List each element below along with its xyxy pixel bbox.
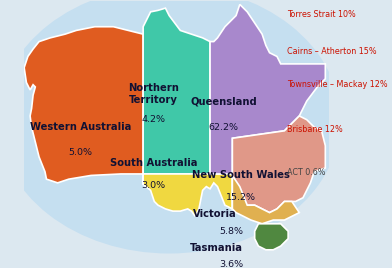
Text: 5.0%: 5.0% (69, 148, 93, 157)
Polygon shape (143, 8, 210, 174)
Text: South Australia: South Australia (110, 158, 198, 168)
Text: New South Wales: New South Wales (192, 170, 290, 180)
Text: Cairns – Atherton 15%: Cairns – Atherton 15% (287, 47, 377, 56)
Ellipse shape (0, 0, 340, 254)
Text: Western Australia: Western Australia (30, 122, 131, 132)
Text: 62.2%: 62.2% (209, 122, 239, 132)
Polygon shape (232, 116, 325, 213)
Polygon shape (255, 224, 288, 250)
Polygon shape (143, 174, 232, 216)
Polygon shape (232, 176, 299, 224)
Text: Tasmania: Tasmania (190, 243, 243, 253)
Text: Northern
Territory: Northern Territory (128, 83, 179, 105)
Text: 4.2%: 4.2% (142, 115, 166, 124)
Text: Torres Strait 10%: Torres Strait 10% (287, 10, 356, 19)
Text: Brisbane 12%: Brisbane 12% (287, 125, 343, 134)
Polygon shape (210, 4, 325, 174)
Text: ACT 0.6%: ACT 0.6% (287, 168, 325, 177)
Text: Queensland: Queensland (191, 97, 257, 107)
Text: 15.2%: 15.2% (226, 193, 256, 202)
Text: 3.0%: 3.0% (142, 181, 166, 190)
Text: Victoria: Victoria (193, 209, 237, 219)
Text: 3.6%: 3.6% (220, 260, 243, 268)
Text: 5.8%: 5.8% (220, 227, 243, 236)
Polygon shape (24, 27, 143, 184)
Text: Townsville – Mackay 12%: Townsville – Mackay 12% (287, 80, 388, 89)
